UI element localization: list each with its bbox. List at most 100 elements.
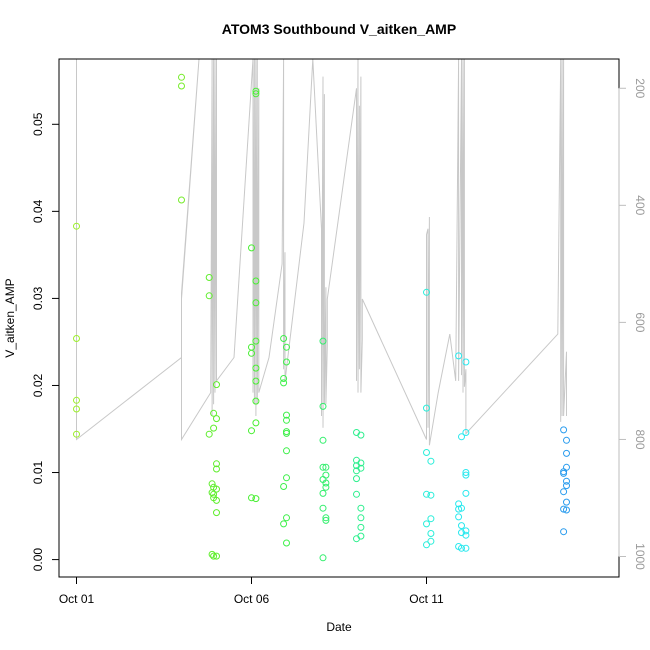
data-point	[73, 396, 80, 404]
data-point	[427, 515, 435, 523]
data-point	[213, 460, 220, 468]
data-point	[322, 483, 330, 491]
data-point	[427, 530, 435, 537]
data-point	[210, 552, 218, 560]
chart-title: ATOM3 Southbound V_aitken_AMP	[222, 21, 456, 37]
points-layer	[73, 73, 570, 562]
data-point	[462, 469, 470, 476]
data-point	[208, 480, 216, 488]
data-point	[423, 520, 430, 528]
data-point	[213, 552, 220, 560]
data-point	[280, 335, 288, 342]
data-point	[357, 532, 365, 540]
data-point	[322, 514, 330, 522]
x-tick-label: Oct 06	[234, 592, 270, 606]
data-point	[423, 449, 430, 456]
data-point	[560, 528, 568, 536]
data-point	[252, 299, 260, 307]
data-point	[319, 463, 327, 471]
data-point	[423, 404, 430, 412]
data-point	[462, 471, 470, 479]
data-point	[208, 550, 216, 558]
trace-line-layer	[76, 58, 567, 446]
data-point	[462, 489, 470, 497]
data-point	[462, 527, 470, 535]
data-point	[283, 447, 290, 455]
data-point	[319, 436, 327, 444]
data-point	[178, 196, 185, 204]
data-point	[210, 490, 218, 498]
data-point	[252, 277, 260, 285]
y-tick-label: 0.00	[31, 548, 45, 572]
data-point	[205, 274, 213, 281]
data-point	[319, 554, 327, 562]
data-point	[322, 463, 330, 471]
y-tick-label: 0.04	[31, 199, 45, 223]
data-point	[252, 377, 260, 385]
data-point	[563, 498, 570, 506]
data-point	[213, 381, 220, 389]
data-point	[73, 222, 80, 230]
data-point	[563, 506, 570, 514]
y2-tick-label: 800	[633, 429, 647, 449]
data-point	[357, 523, 365, 531]
y-tick-label: 0.03	[31, 286, 45, 310]
data-point	[283, 539, 290, 547]
data-point	[283, 411, 290, 419]
data-point	[283, 416, 290, 424]
data-point	[560, 469, 568, 477]
x-axis-label: Date	[326, 620, 352, 634]
data-point	[283, 514, 290, 522]
data-point	[73, 335, 80, 342]
data-point	[560, 488, 568, 496]
data-point	[73, 405, 80, 413]
data-point	[178, 82, 185, 90]
data-point	[427, 537, 435, 545]
data-point	[252, 364, 260, 372]
data-point	[248, 244, 255, 252]
data-point	[462, 544, 470, 552]
data-point	[280, 379, 288, 387]
data-point	[458, 433, 465, 441]
data-point	[462, 531, 470, 539]
data-point	[283, 429, 290, 437]
data-point	[322, 479, 330, 487]
data-point	[455, 513, 463, 521]
data-point	[427, 491, 435, 499]
data-point	[423, 288, 430, 296]
data-point	[322, 516, 330, 524]
data-point	[462, 429, 470, 436]
data-point	[280, 375, 288, 382]
y2-tick-label: 200	[633, 78, 647, 98]
data-point	[353, 490, 360, 498]
data-point	[248, 427, 255, 435]
data-point	[563, 463, 570, 471]
data-point	[563, 482, 570, 490]
y2-axis: 200 400 600 800 1000	[618, 78, 647, 570]
data-point	[353, 475, 360, 483]
data-point	[252, 87, 260, 95]
data-point	[205, 430, 213, 438]
data-point	[319, 402, 327, 410]
data-point	[252, 90, 260, 98]
data-point	[210, 409, 218, 417]
data-point	[357, 431, 365, 439]
y-axis-label: V_aitken_AMP	[3, 278, 17, 357]
y2-tick-label: 600	[633, 312, 647, 332]
y-tick-label: 0.02	[31, 373, 45, 397]
data-point	[283, 358, 290, 366]
data-point	[252, 495, 260, 503]
data-point	[458, 544, 465, 552]
data-point	[560, 505, 568, 513]
data-point	[357, 514, 365, 522]
data-point	[280, 520, 288, 528]
data-point	[73, 430, 80, 438]
data-point	[213, 415, 220, 423]
data-point	[283, 474, 290, 482]
data-point	[213, 509, 220, 517]
data-point	[563, 436, 570, 444]
data-point	[455, 352, 463, 360]
y-tick-label: 0.05	[31, 112, 45, 136]
data-point	[319, 504, 327, 512]
